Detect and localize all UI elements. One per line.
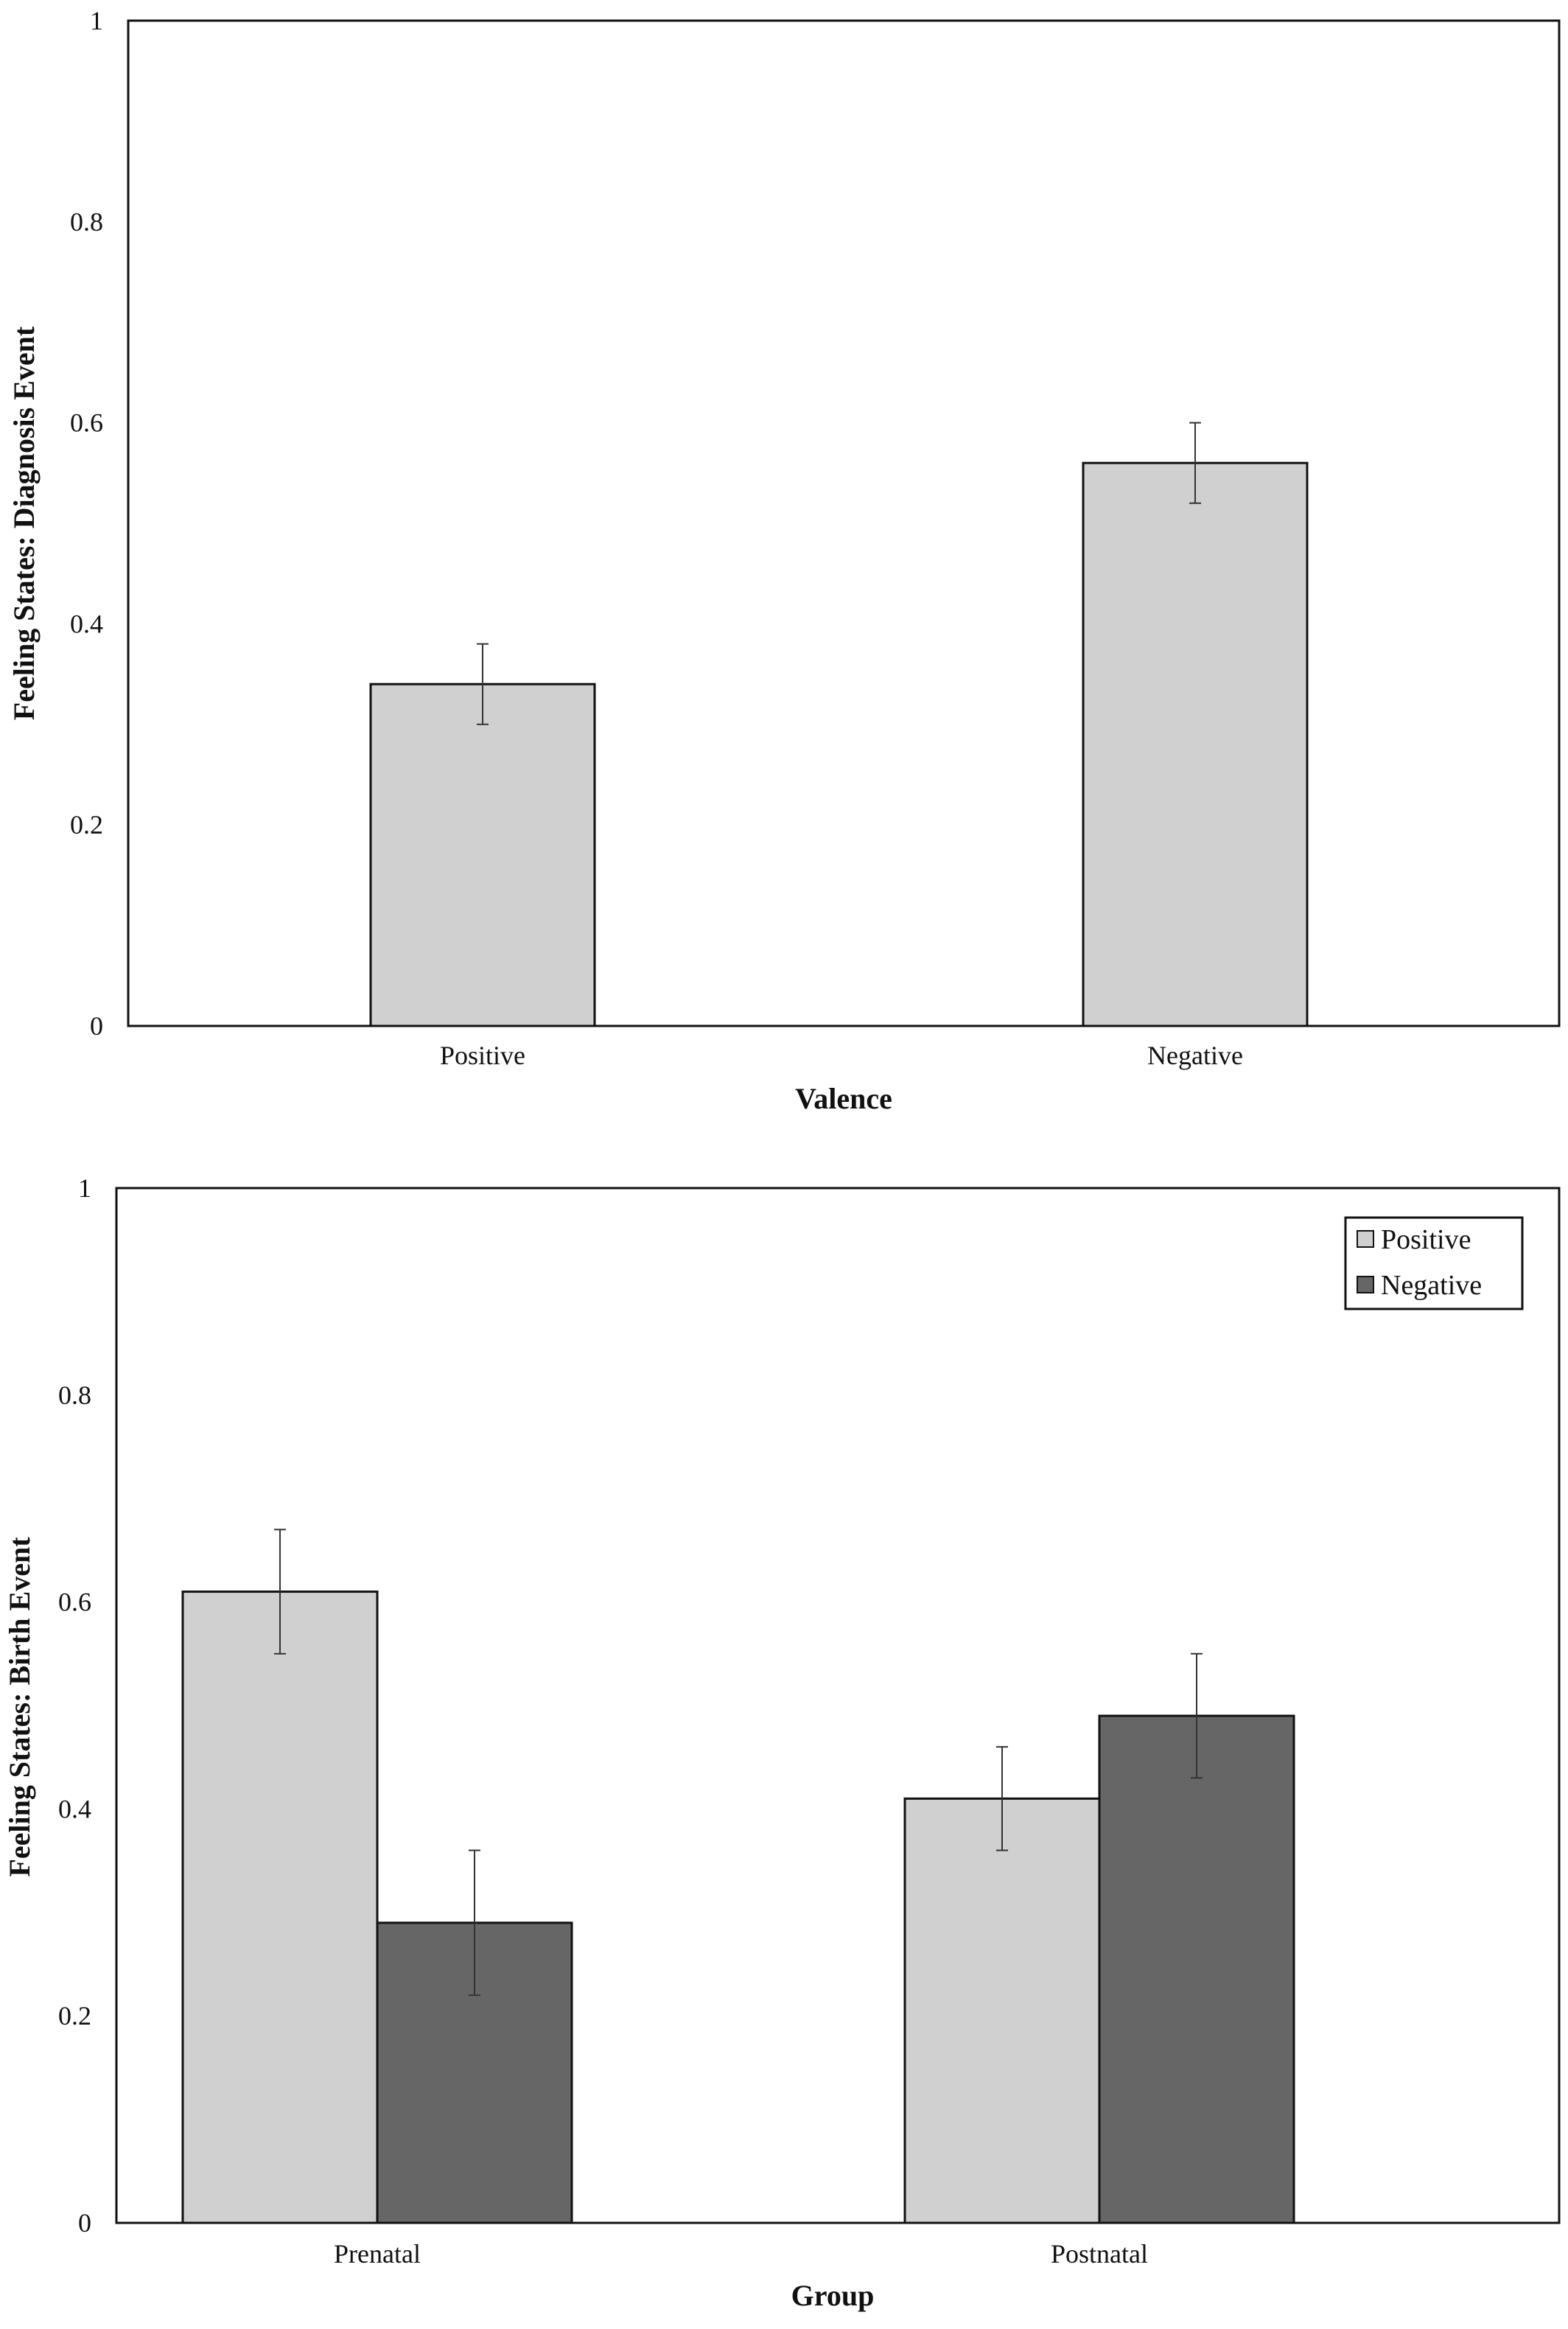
y-tick-label: 0.8: [58, 1380, 91, 1410]
birth-event-chart: 0 0.2 0.4 0.6 0.8 1 Prenatal Postnatal Feeling…: [3, 1173, 1561, 2312]
y-tick-label: 0.4: [70, 609, 103, 638]
y-axis-title: Feeling States: Birth Event: [3, 1537, 36, 1877]
y-tick-label: 1: [78, 1173, 91, 1203]
y-tick-label: 0: [78, 2208, 91, 2238]
y-tick-label: 1: [90, 6, 103, 35]
diagnosis-event-chart: 0 0.2 0.4 0.6 0.8 1 Positive Negative Feeling …: [7, 6, 1561, 1115]
error-bar: [1191, 1652, 1203, 1779]
x-tick-label: Positive: [440, 1041, 525, 1070]
bar-value: [369, 682, 596, 1027]
error-bar: [996, 1746, 1008, 1851]
x-axis-title: Valence: [795, 1082, 892, 1115]
legend-swatch-positive: [1357, 1230, 1374, 1248]
error-bar: [469, 1849, 480, 1997]
legend-label-positive: Positive: [1381, 1224, 1471, 1255]
y-tick-labels: 0 0.2 0.4 0.6 0.8 1: [58, 1173, 91, 2238]
error-bar: [477, 643, 489, 725]
error-bar: [1189, 422, 1201, 504]
x-tick-labels: Prenatal Postnatal: [334, 2239, 1148, 2269]
bar-negative: [1098, 1714, 1295, 2224]
legend-swatch-negative: [1357, 1276, 1374, 1293]
y-axis-title: Feeling States: Diagnosis Event: [7, 326, 41, 720]
bars: [181, 1529, 1295, 2224]
y-tick-label: 0.6: [70, 408, 103, 438]
y-tick-labels: 0 0.2 0.4 0.6 0.8 1: [70, 6, 103, 1041]
x-tick-label: Negative: [1147, 1041, 1243, 1070]
x-axis-title: Group: [791, 2279, 875, 2312]
y-tick-label: 0.8: [70, 207, 103, 237]
legend-label-negative: Negative: [1381, 1270, 1482, 1301]
bar-positive: [181, 1591, 379, 2224]
bars: [369, 422, 1309, 1027]
y-tick-label: 0.2: [70, 810, 103, 839]
plot-area-frame: [127, 19, 1561, 1027]
y-tick-label: 0.4: [58, 1794, 91, 1823]
x-tick-label: Prenatal: [334, 2239, 421, 2269]
legend-box: [1344, 1216, 1524, 1310]
y-tick-label: 0: [90, 1011, 103, 1041]
bar-value: [1082, 461, 1309, 1027]
x-tick-labels: Positive Negative: [440, 1041, 1243, 1070]
legend: Positive Negative: [1344, 1216, 1524, 1310]
y-tick-label: 0.2: [58, 2001, 91, 2031]
y-tick-label: 0.6: [58, 1588, 91, 1617]
x-tick-label: Postnatal: [1051, 2239, 1148, 2269]
plot-area-frame: [115, 1187, 1561, 2224]
error-bar: [274, 1529, 286, 1655]
bar-positive: [903, 1797, 1101, 2224]
